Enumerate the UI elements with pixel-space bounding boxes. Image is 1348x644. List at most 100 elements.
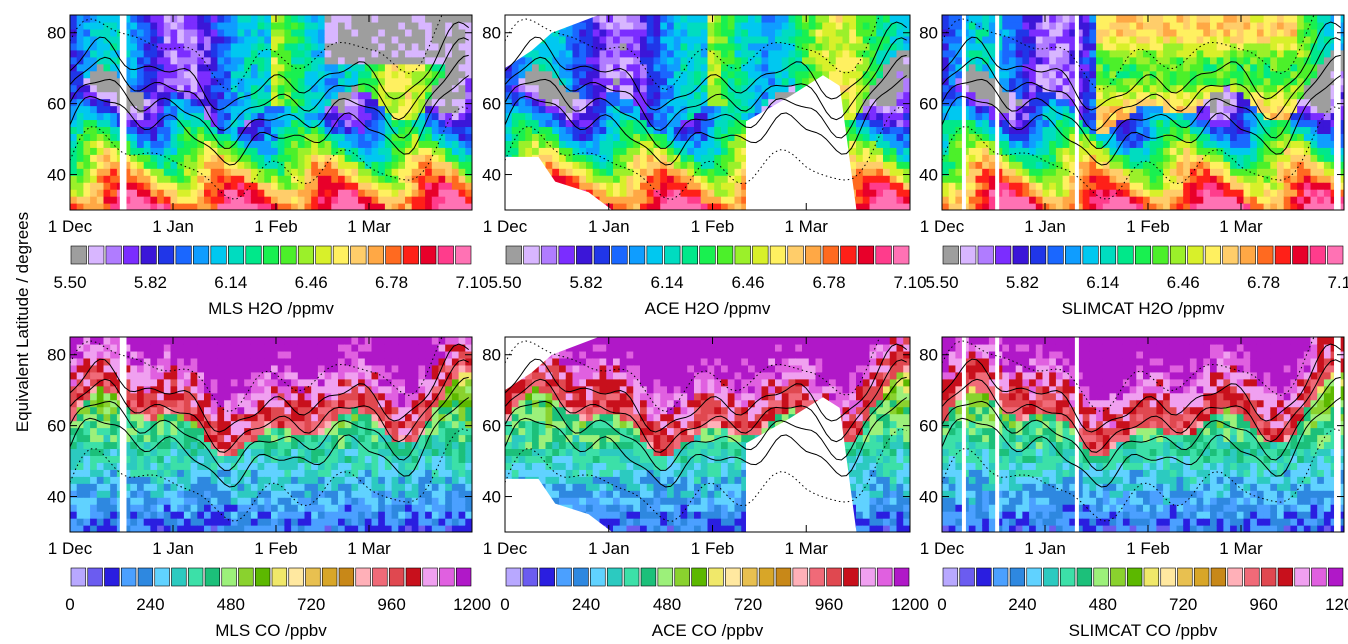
colorbar-swatch [590, 567, 606, 587]
colorbar-swatch [893, 245, 910, 265]
colorbar-swatch [238, 567, 254, 587]
colorbar-swatch [175, 245, 192, 265]
colorbar-tick-label: 6.46 [295, 273, 328, 292]
pv-contour [942, 397, 1341, 488]
pv-contour-dotted [505, 428, 907, 522]
pv-contour [942, 359, 1341, 453]
x-tick-label: 1 Dec [483, 539, 528, 558]
x-tick-label: 1 Mar [1219, 217, 1263, 236]
y-tick-label: 60 [482, 95, 501, 114]
colorbar-swatch [1082, 245, 1099, 265]
pv-contour-dotted [505, 15, 881, 91]
colorbar-label: ACE H2O /ppmv [645, 299, 771, 318]
colorbar-label: ACE CO /ppbv [652, 621, 764, 640]
heatmap-field [942, 337, 1344, 532]
y-tick-label: 40 [482, 488, 501, 507]
pv-contour-dotted [942, 337, 1315, 413]
colorbar-swatch [1093, 567, 1109, 587]
missing-data-gap [961, 15, 966, 210]
y-tick-label: 80 [47, 24, 66, 43]
colorbar-swatch [171, 567, 187, 587]
panel-mls-h2o: 40 60 80 1 Dec 1 Jan 1 Feb 1 Mar 5.50 5.82 6.14 6.… [47, 14, 489, 318]
pv-contour-dotted [505, 337, 881, 413]
heatmap-field [942, 15, 1344, 210]
colorbar-swatch [876, 567, 893, 587]
pv-contour-dotted [942, 15, 1315, 91]
colorbar-swatch [1327, 567, 1344, 587]
colorbar-swatch [402, 245, 419, 265]
colorbar-swatch [1169, 245, 1186, 265]
colorbar-swatch [193, 245, 210, 265]
colorbar-swatch [556, 567, 572, 587]
colorbar-tick-label: 1200 [891, 595, 929, 614]
colorbar-tick-label: 240 [572, 595, 600, 614]
colorbar-swatch [734, 245, 751, 265]
colorbar-swatch [1076, 567, 1093, 587]
colorbar-swatch [1012, 245, 1029, 265]
colorbar-tick-label: 5.82 [134, 273, 167, 292]
pv-contour [70, 21, 470, 111]
pv-contour [942, 54, 1341, 149]
missing-data-gap [472, 15, 479, 210]
colorbar-tick-label: 720 [1169, 595, 1197, 614]
colorbar-swatch [137, 567, 154, 587]
colorbar-swatch [1257, 245, 1274, 265]
colorbar-swatch [455, 245, 472, 265]
colorbar-tick-label: 480 [217, 595, 245, 614]
heatmap-field [505, 15, 910, 210]
colorbar-tick-label: 7.10 [1327, 273, 1348, 292]
colorbar-tick-label: 1200 [453, 595, 491, 614]
x-tick-label: 1 Feb [691, 217, 734, 236]
colorbar-swatch [1274, 245, 1291, 265]
colorbar-swatch [1222, 245, 1239, 265]
colorbar-swatch [664, 245, 681, 265]
colorbar-swatch [843, 567, 859, 587]
colorbar-swatch [120, 567, 137, 587]
colorbar-swatch [959, 567, 975, 587]
pv-contour [70, 37, 469, 131]
colorbar-tick-label: 5.50 [925, 273, 958, 292]
y-tick-label: 80 [482, 24, 501, 43]
pv-contour [942, 376, 1341, 471]
colorbar-swatch [822, 245, 839, 265]
y-tick-label: 80 [47, 346, 66, 365]
missing-data-gap [961, 337, 966, 532]
axes-frame [941, 336, 1345, 533]
x-tick-label: 1 Dec [920, 539, 965, 558]
pv-contour [505, 359, 907, 453]
colorbar-label: SLIMCAT H2O /ppmv [1062, 299, 1225, 318]
colorbar-swatch [826, 567, 842, 587]
x-tick-label: 1 Dec [48, 539, 93, 558]
colorbar-label: MLS CO /ppbv [215, 621, 327, 640]
colorbar-swatch [976, 567, 992, 587]
colorbar-swatch [123, 245, 140, 265]
colorbar-swatch [769, 245, 787, 265]
colorbar-swatch [1260, 567, 1277, 587]
pv-contour [505, 75, 907, 166]
axes-frame [69, 336, 473, 533]
colorbar: 5.50 5.82 6.14 6.46 6.78 7.10 SLIMCAT H2O /ppm… [925, 245, 1348, 318]
panel-mls-co: 40 60 80 1 Dec 1 Jan 1 Feb 1 Mar 0 240 480 720 960 1… [47, 336, 491, 640]
colorbar-tick-label: 960 [815, 595, 843, 614]
colorbar-swatch [741, 567, 758, 587]
panel-slimcat-h2o: 40 60 80 1 Dec 1 Jan 1 Feb 1 Mar 5.50 5.82 6.14 6.… [919, 14, 1348, 318]
colorbar-swatch [372, 567, 388, 587]
pv-contour [70, 359, 469, 453]
pv-contour-dotted [70, 337, 443, 413]
colorbar-swatch [539, 567, 555, 587]
colorbar-swatch [439, 567, 455, 587]
pv-contour [70, 75, 469, 166]
colorbar-tick-label: 6.14 [214, 273, 247, 292]
colorbar-tick-label: 960 [377, 595, 405, 614]
x-tick-label: 1 Feb [254, 217, 297, 236]
colorbar-swatch [681, 245, 698, 265]
colorbar-swatch [960, 245, 977, 265]
x-tick-label: 1 Mar [785, 539, 829, 558]
colorbar-swatch [70, 567, 87, 587]
colorbar-swatch [105, 245, 122, 265]
x-tick-label: 1 Jan [152, 539, 194, 558]
colorbar-swatch [758, 567, 775, 587]
pv-contour-dotted [505, 106, 907, 200]
colorbar-tick-label: 240 [136, 595, 164, 614]
